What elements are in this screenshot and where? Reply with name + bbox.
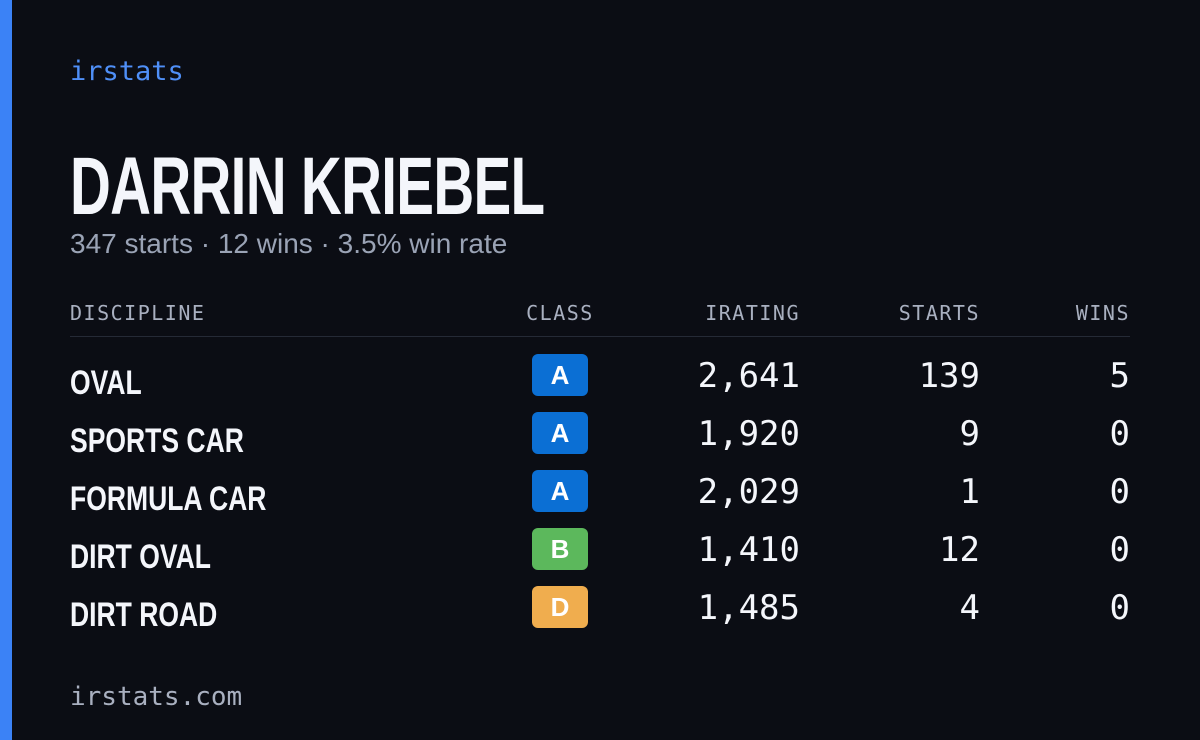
driver-name: DARRIN KRIEBEL [70, 141, 545, 232]
irating: 2,029 [697, 472, 800, 512]
wins: 0 [1109, 588, 1130, 628]
starts: 9 [959, 414, 980, 454]
wins: 0 [1109, 414, 1130, 454]
irating: 1,920 [697, 414, 800, 454]
discipline: SPORTS CAR [70, 422, 244, 460]
column-header: DISCIPLINE [70, 301, 206, 325]
footer: irstats.com [70, 682, 243, 712]
column-header: CLASS [526, 301, 594, 325]
irating: 1,410 [697, 530, 800, 570]
starts: 12 [939, 530, 980, 570]
discipline: OVAL [70, 364, 142, 402]
discipline: DIRT OVAL [70, 538, 211, 576]
starts: 4 [959, 588, 980, 628]
discipline: DIRT ROAD [70, 596, 218, 634]
header-rule [70, 336, 1130, 337]
accent-bar [0, 0, 12, 740]
column-header: STARTS [898, 301, 980, 325]
class-badge: A [532, 354, 588, 396]
starts: 139 [918, 356, 980, 396]
wins: 0 [1109, 530, 1130, 570]
brand: irstats [70, 56, 184, 87]
class-badge: B [532, 528, 588, 570]
column-header: IRATING [705, 301, 800, 325]
column-header: WINS [1075, 301, 1130, 325]
wins: 0 [1109, 472, 1130, 512]
discipline: FORMULA CAR [70, 480, 267, 518]
irating: 1,485 [697, 588, 800, 628]
wins: 5 [1109, 356, 1130, 396]
starts: 1 [959, 472, 980, 512]
class-badge: A [532, 412, 588, 454]
irating: 2,641 [697, 356, 800, 396]
summary: 347 starts · 12 wins · 3.5% win rate [70, 228, 508, 259]
class-badge: A [532, 470, 588, 512]
class-badge: D [532, 586, 588, 628]
